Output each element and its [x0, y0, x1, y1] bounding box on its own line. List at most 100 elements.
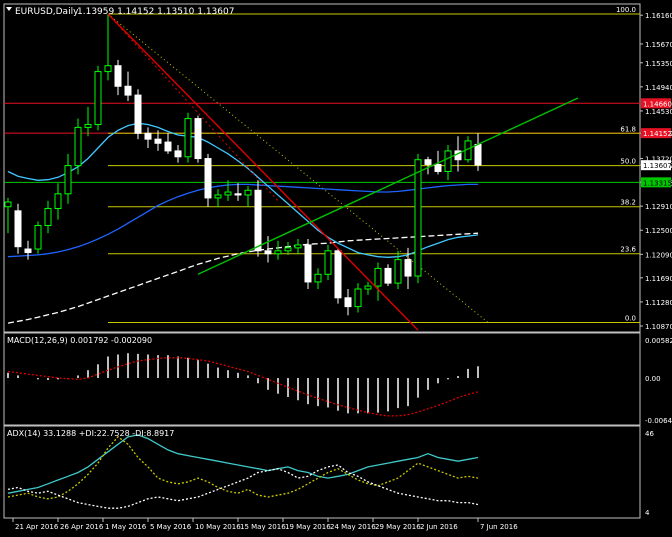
candle-body: [144, 132, 152, 140]
ma-fast-line[interactable]: [7, 122, 479, 258]
date-tick-label: 15 May 2016: [240, 523, 286, 531]
candle[interactable]: [294, 239, 302, 254]
candle[interactable]: [184, 112, 192, 163]
candle[interactable]: [14, 203, 22, 254]
candle[interactable]: [54, 183, 62, 220]
hline-price-box: [641, 177, 671, 188]
candle[interactable]: [394, 250, 402, 289]
candle-body: [314, 273, 322, 283]
trend-line-0[interactable]: [107, 13, 419, 331]
candle[interactable]: [364, 281, 372, 295]
candle[interactable]: [234, 183, 242, 201]
candle[interactable]: [244, 186, 252, 207]
candle-body: [24, 248, 32, 254]
candle[interactable]: [384, 264, 392, 287]
candle[interactable]: [254, 180, 262, 257]
candle[interactable]: [124, 71, 132, 101]
candle[interactable]: [404, 247, 412, 289]
adx-line-ADX[interactable]: [7, 434, 479, 494]
candle[interactable]: [314, 268, 322, 289]
candle[interactable]: [344, 288, 352, 316]
macd-pane[interactable]: [7, 353, 479, 417]
candle[interactable]: [354, 283, 362, 313]
adx-label: ADX(14) 33.1288 +DI:22.7528 -DI:8.8917: [7, 429, 174, 438]
trend-line-2[interactable]: [197, 97, 579, 275]
candle-body: [304, 244, 312, 283]
date-tick-label: 21 Apr 2016: [15, 523, 59, 531]
current-price-label: 1.13607: [643, 162, 672, 170]
candle-body: [244, 189, 252, 196]
candle[interactable]: [194, 115, 202, 163]
candle-body: [444, 150, 452, 172]
candle[interactable]: [114, 59, 122, 96]
candle[interactable]: [444, 145, 452, 181]
candle[interactable]: [224, 180, 232, 201]
candle-body: [344, 297, 352, 308]
candle[interactable]: [264, 236, 272, 263]
adx-tick-label: 4: [645, 509, 650, 517]
axes: 1.16160 1.15670 1.15350 1.14940 1.14530 1.141…: [12, 12, 672, 531]
candle[interactable]: [134, 89, 142, 140]
triangle-down-icon[interactable]: [6, 7, 12, 11]
date-tick-label: 5 May 2016: [150, 523, 192, 531]
candle[interactable]: [374, 262, 382, 301]
macd-signal-line[interactable]: [7, 357, 479, 417]
candle[interactable]: [34, 221, 42, 254]
fib-level-label: 50.0: [620, 158, 636, 166]
candle[interactable]: [94, 65, 102, 131]
price-pane[interactable]: 100.0 61.8 50.0 38.2 23.6 0.0: [4, 6, 640, 331]
candle[interactable]: [174, 145, 182, 163]
candle[interactable]: [414, 153, 422, 284]
candle[interactable]: [74, 118, 82, 175]
candle-body: [134, 94, 142, 134]
candle[interactable]: [214, 189, 222, 207]
candle[interactable]: [304, 239, 312, 289]
candle-body: [34, 225, 42, 250]
candle[interactable]: [104, 14, 112, 81]
candle-body: [214, 194, 222, 199]
candle[interactable]: [84, 106, 92, 137]
candle[interactable]: [334, 247, 342, 304]
ma-mid-line[interactable]: [7, 183, 478, 258]
adx-pane-frame: [3, 425, 641, 519]
candle-body: [204, 158, 212, 199]
date-tick-label: 2 Jun 2016: [420, 523, 458, 531]
candle[interactable]: [424, 156, 432, 175]
price-tick-label: 1.16160: [645, 12, 672, 20]
candle-body: [124, 85, 132, 96]
candle[interactable]: [164, 133, 172, 154]
macd-tick-label: 0.00: [645, 375, 661, 383]
adx-line-DI[interactable]: [7, 464, 479, 509]
candle[interactable]: [284, 241, 292, 255]
candle[interactable]: [324, 244, 332, 281]
fib-diagonal[interactable]: [107, 13, 489, 323]
candle[interactable]: [274, 240, 282, 260]
price-tick-label: 1.11690: [645, 275, 672, 283]
price-tick-label: 1.12910: [645, 203, 672, 211]
adx-pane[interactable]: [7, 434, 479, 509]
candle-body: [354, 288, 362, 308]
candle-body: [384, 267, 392, 284]
candle-body: [194, 118, 202, 160]
fib-level-label: 38.2: [620, 199, 636, 207]
price-tick-label: 1.13720: [645, 156, 672, 164]
candle[interactable]: [44, 200, 52, 234]
date-tick-label: 24 May 2016: [330, 523, 376, 531]
date-tick-label: 29 May 2016: [375, 523, 421, 531]
candle-body: [44, 207, 52, 227]
candle[interactable]: [204, 153, 212, 207]
candle[interactable]: [24, 240, 32, 260]
price-tick-label: 1.11280: [645, 299, 672, 307]
candle[interactable]: [64, 153, 72, 204]
hline-price-label: 1.13315: [643, 179, 672, 187]
candle[interactable]: [4, 197, 12, 234]
adx-line-DI[interactable]: [7, 435, 479, 500]
current-price-box: [641, 160, 671, 171]
trend-line-1[interactable]: [107, 13, 279, 202]
candle[interactable]: [144, 127, 152, 148]
macd-pane-frame: [3, 332, 641, 426]
fib-level-label: 100.0: [616, 6, 636, 14]
candle[interactable]: [154, 130, 162, 151]
